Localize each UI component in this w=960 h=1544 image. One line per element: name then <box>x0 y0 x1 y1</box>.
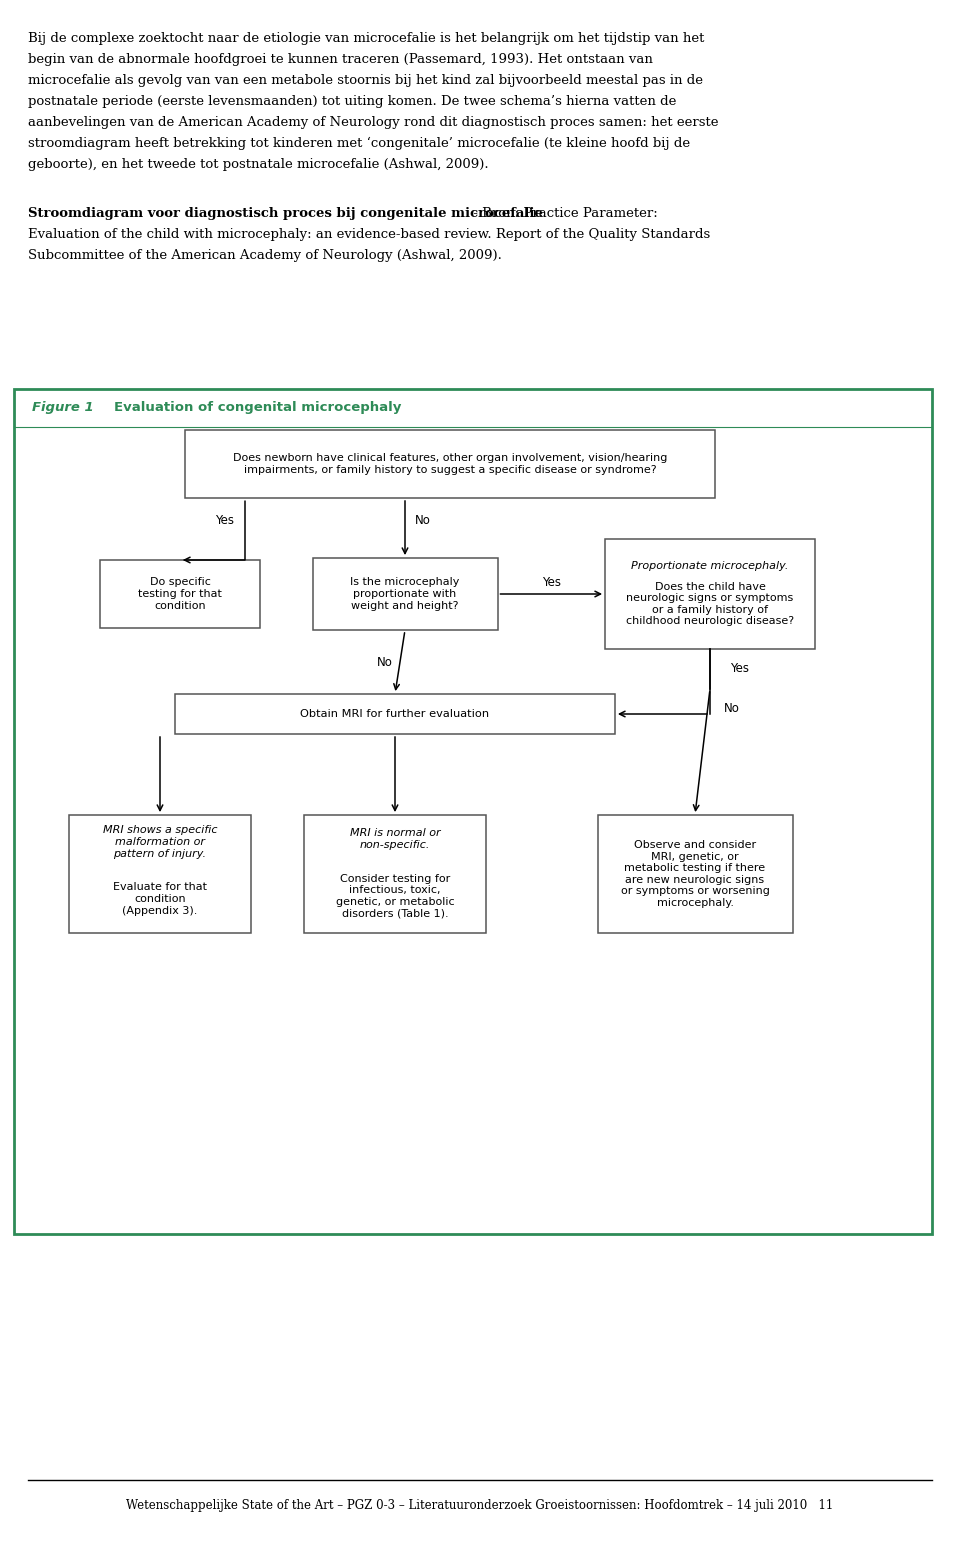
Text: Proportionate microcephaly.: Proportionate microcephaly. <box>632 560 789 571</box>
Text: Observe and consider
MRI, genetic, or
metabolic testing if there
are new neurolo: Observe and consider MRI, genetic, or me… <box>620 840 769 908</box>
FancyBboxPatch shape <box>313 557 497 630</box>
Text: begin van de abnormale hoofdgroei te kunnen traceren (Passemard, 1993). Het onts: begin van de abnormale hoofdgroei te kun… <box>28 52 653 66</box>
Text: No: No <box>724 703 740 715</box>
Text: Yes: Yes <box>731 662 750 676</box>
Text: Evaluate for that
condition
(Appendix 3).: Evaluate for that condition (Appendix 3)… <box>113 883 207 916</box>
Text: stroomdiagram heeft betrekking tot kinderen met ‘congenitale’ microcefalie (te k: stroomdiagram heeft betrekking tot kinde… <box>28 137 690 150</box>
Text: Bij de complexe zoektocht naar de etiologie van microcefalie is het belangrijk o: Bij de complexe zoektocht naar de etiolo… <box>28 32 705 45</box>
Text: geboorte), en het tweede tot postnatale microcefalie (Ashwal, 2009).: geboorte), en het tweede tot postnatale … <box>28 157 489 171</box>
Text: Evaluation of the child with microcephaly: an evidence-based review. Report of t: Evaluation of the child with microcephal… <box>28 229 710 241</box>
Text: microcefalie als gevolg van van een metabole stoornis bij het kind zal bijvoorbe: microcefalie als gevolg van van een meta… <box>28 74 703 86</box>
FancyBboxPatch shape <box>605 539 815 648</box>
Text: No: No <box>377 656 393 669</box>
Text: Does newborn have clinical features, other organ involvement, vision/hearing
imp: Does newborn have clinical features, oth… <box>233 454 667 476</box>
FancyBboxPatch shape <box>185 429 715 499</box>
Text: Wetenschappelijke State of the Art – PGZ 0-3 – Literatuuronderzoek Groeistoornis: Wetenschappelijke State of the Art – PGZ… <box>127 1499 833 1513</box>
Text: Consider testing for
infectious, toxic,
genetic, or metabolic
disorders (Table 1: Consider testing for infectious, toxic, … <box>336 874 454 919</box>
FancyBboxPatch shape <box>14 389 932 1234</box>
FancyBboxPatch shape <box>100 560 260 628</box>
Text: aanbevelingen van de American Academy of Neurology rond dit diagnostisch proces : aanbevelingen van de American Academy of… <box>28 116 718 130</box>
Text: Is the microcephaly
proportionate with
weight and height?: Is the microcephaly proportionate with w… <box>350 577 460 610</box>
Text: - Bron: Practice Parameter:: - Bron: Practice Parameter: <box>469 207 658 219</box>
Text: MRI shows a specific
malformation or
pattern of injury.: MRI shows a specific malformation or pat… <box>103 826 217 858</box>
Text: postnatale periode (eerste levensmaanden) tot uiting komen. De twee schema’s hie: postnatale periode (eerste levensmaanden… <box>28 96 677 108</box>
Text: No: No <box>415 514 431 527</box>
Text: Do specific
testing for that
condition: Do specific testing for that condition <box>138 577 222 610</box>
Text: Figure 1: Figure 1 <box>32 401 94 414</box>
FancyBboxPatch shape <box>597 815 793 933</box>
Text: Does the child have
neurologic signs or symptoms
or a family history of
childhoo: Does the child have neurologic signs or … <box>626 582 794 627</box>
Text: Evaluation of congenital microcephaly: Evaluation of congenital microcephaly <box>114 401 401 414</box>
Text: Yes: Yes <box>215 514 234 527</box>
Text: Obtain MRI for further evaluation: Obtain MRI for further evaluation <box>300 709 490 720</box>
Text: Stroomdiagram voor diagnostisch proces bij congenitale microcefalie: Stroomdiagram voor diagnostisch proces b… <box>28 207 542 219</box>
FancyBboxPatch shape <box>304 815 486 933</box>
Text: Yes: Yes <box>541 576 561 588</box>
FancyBboxPatch shape <box>175 693 615 733</box>
FancyBboxPatch shape <box>69 815 251 933</box>
Text: MRI is normal or
non‐specific.: MRI is normal or non‐specific. <box>349 828 441 849</box>
Text: Subcommittee of the American Academy of Neurology (Ashwal, 2009).: Subcommittee of the American Academy of … <box>28 249 502 262</box>
